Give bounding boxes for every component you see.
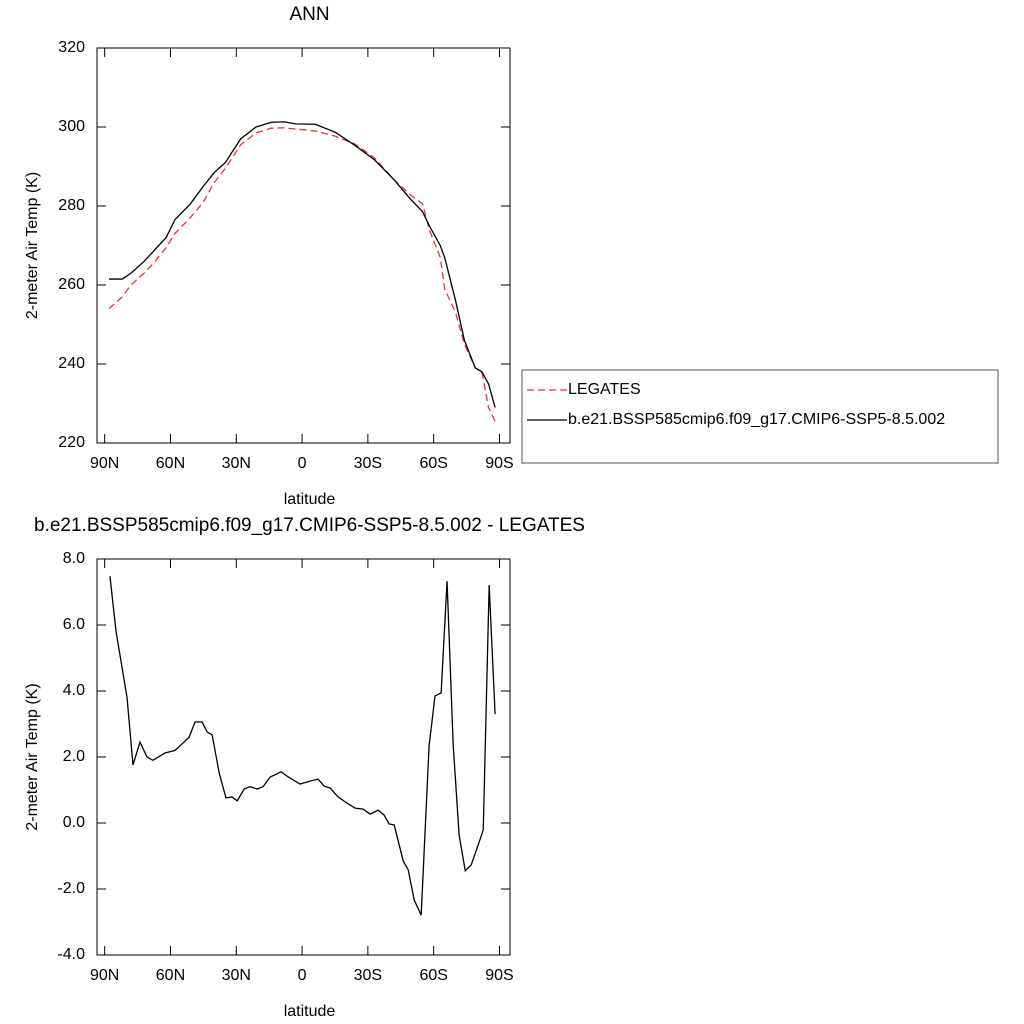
y-tick-label: 2.0: [63, 748, 85, 765]
y-tick-label: 0.0: [63, 814, 85, 831]
x-axis-label: latitude: [284, 1003, 336, 1020]
legend-label: b.e21.BSSP585cmip6.f09_g17.CMIP6-SSP5-8.…: [568, 411, 945, 428]
x-tick-label: 90S: [485, 455, 513, 472]
data-line: [108, 127, 496, 422]
x-tick-label: 60N: [156, 967, 185, 984]
y-axis-label: 2-meter Air Temp (K): [24, 172, 41, 319]
y-tick-label: 300: [58, 118, 85, 135]
legend-label: LEGATES: [568, 381, 641, 398]
y-tick-label: 240: [58, 355, 85, 372]
x-tick-label: 90N: [90, 455, 119, 472]
data-line: [109, 121, 496, 408]
y-tick-label: 4.0: [63, 682, 85, 699]
y-tick-label: 320: [58, 39, 85, 56]
plot-frame: [96, 47, 511, 444]
legend-box: [521, 369, 999, 464]
x-tick-label: 90N: [90, 967, 119, 984]
x-tick-label: 90S: [485, 967, 513, 984]
x-tick-label: 60S: [419, 455, 447, 472]
y-tick-label: -2.0: [57, 880, 85, 897]
x-tick-label: 30S: [354, 967, 382, 984]
x-tick-label: 30S: [354, 455, 382, 472]
x-tick-label: 0: [298, 967, 307, 984]
x-tick-label: 30N: [222, 967, 251, 984]
chart-title: ANN: [289, 4, 329, 25]
y-tick-label: 6.0: [63, 616, 85, 633]
y-tick-label: -4.0: [57, 946, 85, 963]
data-line: [109, 576, 496, 916]
y-tick-label: 8.0: [63, 550, 85, 567]
chart-title: b.e21.BSSP585cmip6.f09_g17.CMIP6-SSP5-8.…: [34, 515, 585, 536]
y-tick-label: 260: [58, 276, 85, 293]
x-tick-label: 0: [298, 455, 307, 472]
x-axis-label: latitude: [284, 491, 336, 508]
x-tick-label: 30N: [222, 455, 251, 472]
x-tick-label: 60S: [419, 967, 447, 984]
y-axis-label: 2-meter Air Temp (K): [24, 683, 41, 830]
y-tick-label: 220: [58, 434, 85, 451]
y-tick-label: 280: [58, 197, 85, 214]
plot-frame: [96, 558, 511, 956]
x-tick-label: 60N: [156, 455, 185, 472]
